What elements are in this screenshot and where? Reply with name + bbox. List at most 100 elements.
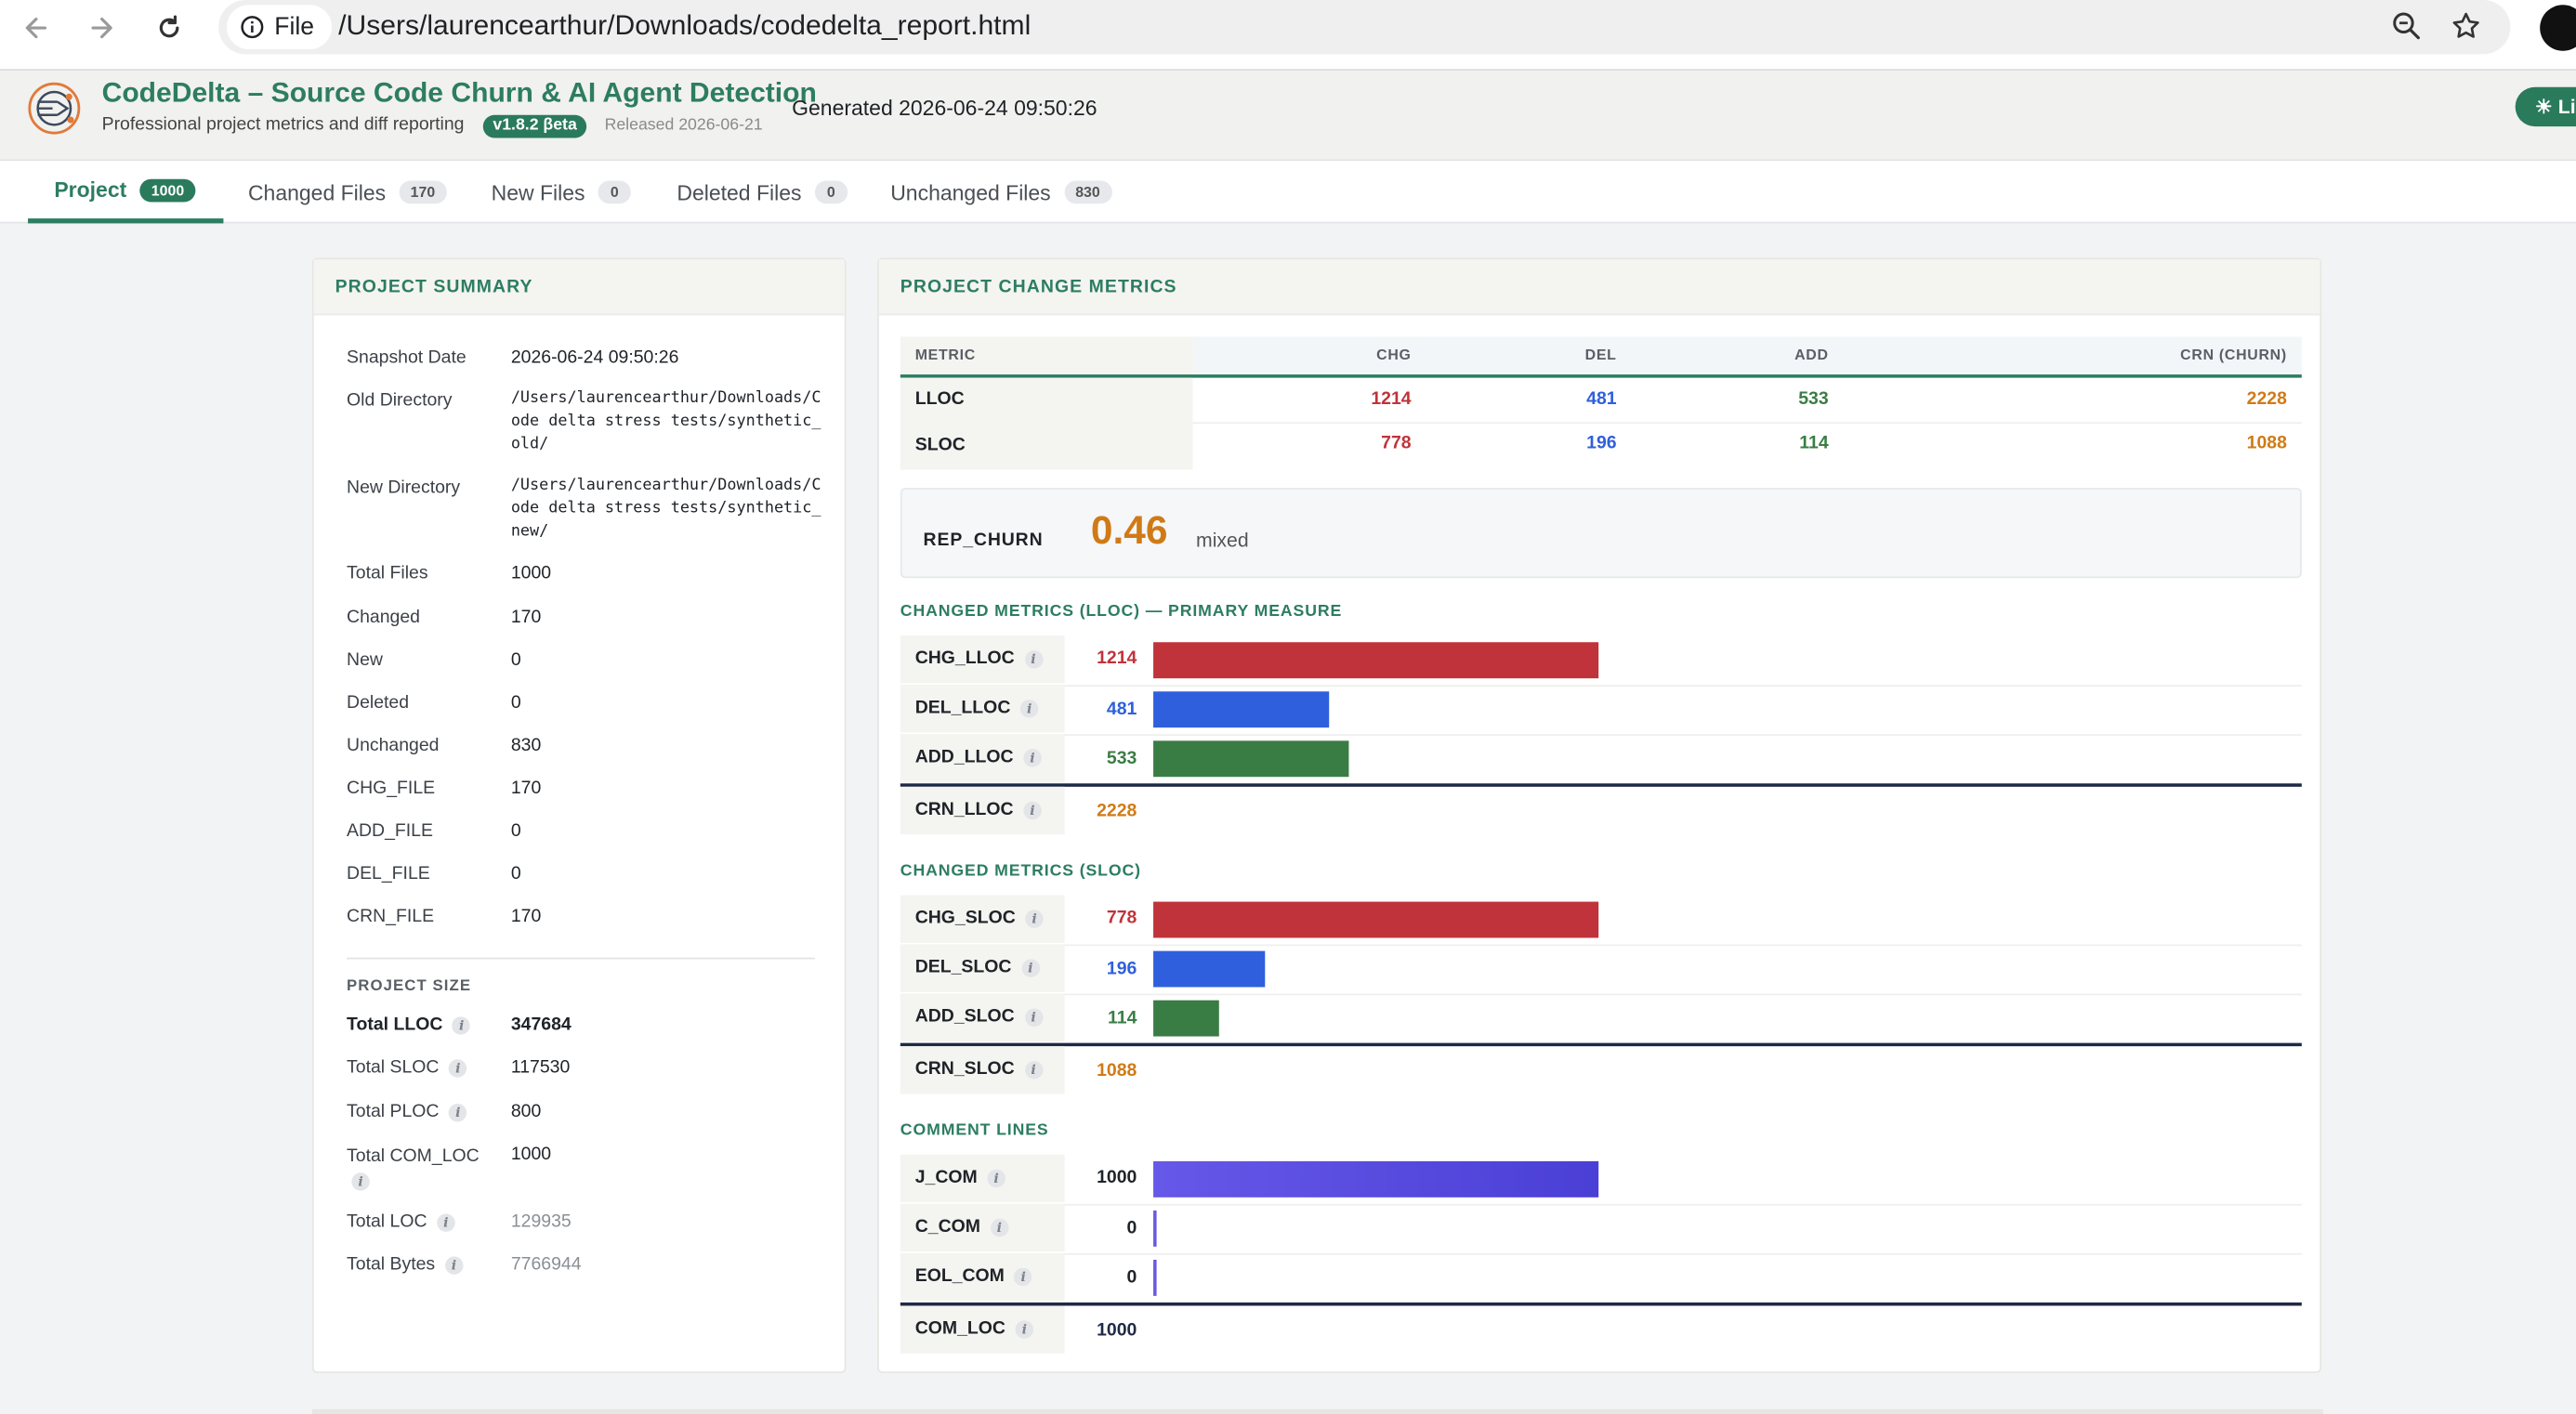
info-icon[interactable]: i [1023, 801, 1042, 819]
chg-lloc-bar [1153, 642, 1599, 679]
total-separator [900, 783, 2302, 787]
bookmark-star-icon[interactable] [2450, 10, 2482, 43]
info-icon[interactable]: i [437, 1212, 455, 1232]
bar-row-label: CRN_LLOC i [900, 786, 1065, 835]
size-value: 129935 [510, 1211, 572, 1232]
bar-row-label: DEL_LLOC i [900, 685, 1065, 733]
comment-section-title: COMMENT LINES [900, 1121, 1049, 1140]
info-icon[interactable]: i [1019, 699, 1039, 717]
size-key: Total SLOC i [347, 1058, 467, 1078]
crn-cell: 1088 [2246, 433, 2287, 453]
summary-value: 830 [510, 736, 542, 756]
bar-label-text: CRN_LLOC [914, 799, 1014, 820]
summary-key: New [347, 650, 383, 671]
row-separator [900, 1203, 2302, 1206]
size-key-label: Total Bytes [347, 1254, 436, 1275]
info-icon[interactable]: i [453, 1015, 471, 1035]
bar-value: 1000 [1097, 1167, 1137, 1188]
sloc-section-title: CHANGED METRICS (SLOC) [900, 862, 1141, 881]
total-value: 1000 [1097, 1320, 1137, 1341]
report-tabs: Project 1000 Changed Files 170 New Files… [0, 161, 2576, 224]
size-value: 1000 [510, 1145, 552, 1165]
info-icon[interactable]: i [449, 1058, 467, 1078]
total-value: 2228 [1097, 801, 1137, 821]
tab-label: Changed Files [247, 179, 387, 205]
info-icon[interactable]: i [990, 1218, 1009, 1237]
info-icon[interactable]: i [1021, 958, 1040, 977]
bar-label-text: CRN_SLOC [914, 1059, 1015, 1080]
header-underline [900, 374, 2302, 378]
info-icon[interactable]: i [1024, 1060, 1043, 1079]
bar-label-text: DEL_SLOC [914, 957, 1012, 977]
info-icon[interactable]: i [449, 1103, 467, 1121]
info-icon[interactable]: i [1024, 1007, 1043, 1027]
column-header: DEL [1584, 347, 1617, 363]
summary-key: DEL_FILE [347, 863, 430, 884]
generated-timestamp: Generated 2026-06-24 09:50:26 [792, 95, 1097, 121]
tab-new-files[interactable]: New Files 0 [492, 161, 632, 223]
info-icon[interactable]: i [444, 1255, 464, 1275]
tab-count-badge: 0 [598, 180, 632, 204]
tab-project[interactable]: Project 1000 [28, 161, 224, 224]
bar-value: 778 [1106, 908, 1137, 928]
del-cell: 481 [1586, 388, 1617, 410]
row-separator [900, 1252, 2302, 1255]
info-icon[interactable]: i [987, 1169, 1005, 1187]
rep-churn-label: REP_CHURN [923, 530, 1044, 551]
bar-value: 196 [1106, 959, 1137, 979]
bar-label-text: COM_LOC [914, 1318, 1005, 1339]
forward-button[interactable] [77, 7, 126, 49]
size-key: Total COM_LOC i [347, 1145, 480, 1194]
theme-toggle-button[interactable]: ☀ Li [2515, 86, 2576, 127]
column-header: ADD [1794, 347, 1829, 363]
info-icon[interactable]: i [1023, 748, 1042, 766]
tab-unchanged-files[interactable]: Unchanged Files 830 [890, 161, 1112, 223]
info-icon[interactable]: i [1015, 1319, 1034, 1339]
info-icon[interactable]: i [351, 1172, 370, 1191]
summary-value: /Users/laurencearthur/Downloads/Code del… [510, 476, 821, 541]
bar-row-label: ADD_LLOC i [900, 734, 1065, 782]
summary-key: CHG_FILE [347, 778, 436, 799]
bar-label-text: J_COM [914, 1167, 978, 1188]
summary-value: 0 [510, 863, 521, 884]
tab-label: Unchanged Files [890, 179, 1051, 205]
version-badge: v1.8.2 βeta [482, 114, 587, 138]
chg-cell: 1214 [1371, 388, 1412, 410]
summary-value: 0 [510, 650, 521, 671]
bar-value: 0 [1126, 1267, 1137, 1289]
add-sloc-bar [1153, 1000, 1219, 1037]
reload-button[interactable] [145, 7, 194, 49]
site-info-label: File [274, 13, 314, 42]
card-title: PROJECT CHANGE METRICS [900, 277, 1177, 297]
summary-key: Snapshot Date [347, 347, 467, 369]
address-bar[interactable]: File /Users/laurencearthur/Downloads/cod… [218, 0, 2511, 55]
bar-label-text: ADD_SLOC [914, 1006, 1015, 1027]
url-text[interactable]: /Users/laurencearthur/Downloads/codedelt… [338, 9, 1032, 42]
bar-row-label: C_COM i [900, 1203, 1065, 1252]
info-icon[interactable]: i [1024, 649, 1043, 668]
row-separator [1192, 422, 2302, 425]
back-button[interactable] [11, 7, 60, 49]
info-icon[interactable]: i [1025, 909, 1044, 928]
info-icon[interactable]: i [1014, 1267, 1032, 1286]
column-header-bg [1192, 336, 2302, 375]
del-lloc-bar [1153, 691, 1330, 728]
profile-avatar[interactable] [2540, 5, 2576, 51]
arrow-right-icon [91, 17, 112, 39]
size-key: Total PLOC i [347, 1102, 467, 1121]
zoom-icon[interactable] [2390, 10, 2423, 43]
tab-changed-files[interactable]: Changed Files 170 [248, 161, 447, 223]
bar-value: 114 [1108, 1008, 1137, 1028]
bar-label-text: CHG_SLOC [914, 908, 1016, 928]
next-card-edge [311, 1408, 2323, 1414]
row-separator [900, 734, 2302, 737]
reload-icon [159, 15, 179, 38]
chg-sloc-bar [1153, 901, 1599, 938]
site-info-chip[interactable]: File [226, 5, 333, 50]
tab-deleted-files[interactable]: Deleted Files 0 [677, 161, 848, 223]
row-separator [900, 685, 2302, 687]
bar-label-text: C_COM [914, 1217, 980, 1237]
metric-header-bg [900, 336, 1193, 375]
summary-key: CRN_FILE [347, 906, 435, 927]
section-divider [347, 957, 815, 960]
